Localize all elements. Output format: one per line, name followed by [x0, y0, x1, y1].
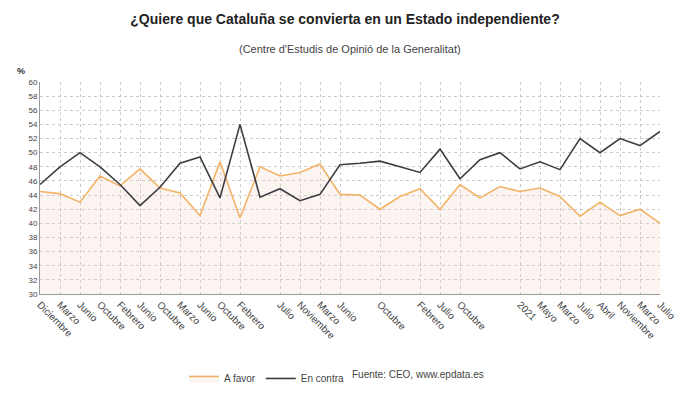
svg-text:44: 44: [28, 191, 37, 200]
svg-text:En contra: En contra: [301, 373, 344, 384]
svg-text:34: 34: [28, 262, 37, 271]
svg-text:42: 42: [28, 205, 37, 214]
svg-text:(Centre d'Estudis de Opinió de: (Centre d'Estudis de Opinió de la Genera…: [239, 43, 461, 55]
svg-text:50: 50: [28, 148, 37, 157]
svg-text:Abril: Abril: [595, 299, 617, 321]
svg-text:60: 60: [28, 78, 37, 87]
svg-text:Octubre: Octubre: [375, 299, 408, 332]
svg-text:38: 38: [28, 233, 37, 242]
svg-text:Diciembre: Diciembre: [35, 299, 75, 339]
svg-text:Marzo: Marzo: [635, 299, 663, 327]
svg-text:Febrero: Febrero: [115, 299, 148, 332]
svg-text:48: 48: [28, 163, 37, 172]
svg-text:Octubre: Octubre: [155, 299, 188, 332]
svg-text:¿Quiere que Cataluña se convie: ¿Quiere que Cataluña se convierta en un …: [130, 11, 559, 27]
svg-text:36: 36: [28, 247, 37, 256]
svg-text:Octubre: Octubre: [215, 299, 248, 332]
svg-text:52: 52: [28, 134, 37, 143]
svg-text:Marzo: Marzo: [555, 299, 583, 327]
svg-text:Julio: Julio: [575, 299, 598, 322]
svg-text:Octubre: Octubre: [455, 299, 488, 332]
svg-text:%: %: [17, 66, 25, 76]
svg-text:56: 56: [28, 106, 37, 115]
svg-text:30: 30: [28, 290, 37, 299]
svg-text:Marzo: Marzo: [55, 299, 83, 327]
svg-text:Junio: Junio: [135, 299, 160, 324]
svg-text:32: 32: [28, 276, 37, 285]
svg-text:Julio: Julio: [655, 299, 678, 322]
svg-text:A favor: A favor: [224, 373, 256, 384]
svg-text:Julio: Julio: [275, 299, 298, 322]
svg-text:58: 58: [28, 92, 37, 101]
svg-text:Noviembre: Noviembre: [615, 299, 657, 341]
svg-text:Fuente: CEO, www.epdata.es: Fuente: CEO, www.epdata.es: [352, 369, 484, 380]
svg-text:Noviembre: Noviembre: [295, 299, 337, 341]
svg-text:Julio: Julio: [435, 299, 458, 322]
svg-text:Junio: Junio: [335, 299, 360, 324]
svg-text:46: 46: [28, 177, 37, 186]
svg-text:Febrero: Febrero: [235, 299, 268, 332]
svg-text:Febrero: Febrero: [415, 299, 448, 332]
svg-text:Marzo: Marzo: [175, 299, 203, 327]
svg-text:Marzo: Marzo: [315, 299, 343, 327]
svg-text:2021: 2021: [515, 299, 539, 323]
svg-text:Octubre: Octubre: [95, 299, 128, 332]
svg-text:40: 40: [28, 219, 37, 228]
svg-text:Junio: Junio: [195, 299, 220, 324]
svg-text:Mayo: Mayo: [535, 299, 560, 324]
svg-text:54: 54: [28, 120, 37, 129]
svg-text:Junio: Junio: [75, 299, 100, 324]
